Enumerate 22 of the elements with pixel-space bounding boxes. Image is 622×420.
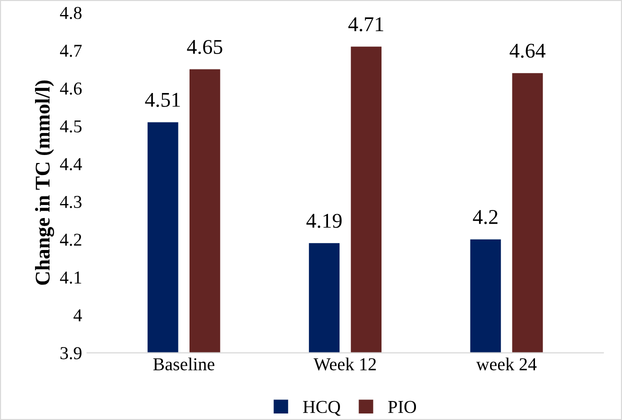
y-tick-label: 4.5: [60, 120, 82, 133]
y-axis-title: Change in TC (mmol/l): [35, 80, 54, 285]
y-tick-label: 4.3: [60, 196, 82, 208]
legend-label: PIO: [388, 400, 416, 414]
y-tick-label: 4.4: [60, 158, 82, 170]
y-tick-label: 4: [74, 309, 82, 322]
y-tick-label: 4.8: [60, 6, 82, 20]
data-label: 4.65: [187, 40, 222, 54]
x-tick-label: week 24: [476, 358, 537, 370]
legend-label: HCQ: [303, 400, 340, 416]
y-tick-label: 4.2: [60, 234, 82, 246]
y-tick-label: 4.7: [60, 44, 82, 57]
data-label: 4.51: [145, 92, 180, 107]
data-label: 4.71: [348, 17, 384, 32]
y-tick-label: 4.6: [60, 82, 82, 95]
data-label: 4.19: [306, 214, 342, 228]
y-tick-label: 3.9: [60, 347, 82, 360]
x-tick-label: Week 12: [314, 358, 376, 370]
x-tick-label: Baseline: [153, 358, 214, 370]
data-label: 4.64: [510, 44, 546, 58]
data-label: 4.2: [472, 210, 498, 224]
y-tick-label: 4.1: [60, 272, 82, 284]
